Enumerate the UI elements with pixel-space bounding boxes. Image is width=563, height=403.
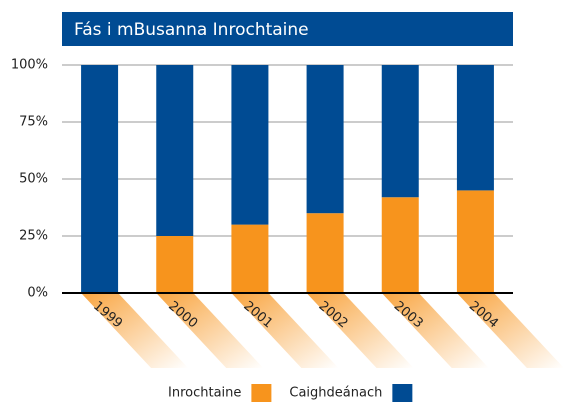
legend-swatch: [251, 384, 272, 402]
bar-segment: [456, 190, 494, 293]
bar-segment: [456, 65, 494, 191]
bar-segment: [81, 65, 119, 293]
bar-segment: [306, 65, 344, 214]
category-ribbon: [456, 293, 563, 368]
bar-segment: [381, 197, 419, 293]
category-ribbon: [381, 293, 489, 368]
legend-label: Inrochtaine: [168, 386, 241, 401]
category-ribbon: [306, 293, 414, 368]
chart-title: Fás i mBusanna Inrochtaine: [74, 20, 309, 40]
y-tick-label: 0%: [27, 286, 48, 301]
bar-segment: [231, 224, 269, 293]
legend-label: Caighdeánach: [289, 386, 382, 401]
y-tick-label: 100%: [11, 58, 48, 73]
bar-segment: [306, 213, 344, 293]
category-ribbon: [81, 293, 189, 368]
title-bar: [62, 12, 513, 46]
bar-segment: [156, 236, 194, 293]
y-tick-label: 75%: [19, 115, 48, 130]
y-tick-label: 50%: [19, 172, 48, 187]
bar-segment: [381, 65, 419, 198]
bar-segment: [156, 65, 194, 236]
bar-segment: [231, 65, 269, 225]
category-ribbon: [156, 293, 264, 368]
y-tick-label: 25%: [19, 229, 48, 244]
category-ribbon: [231, 293, 339, 368]
legend-swatch: [392, 384, 413, 402]
